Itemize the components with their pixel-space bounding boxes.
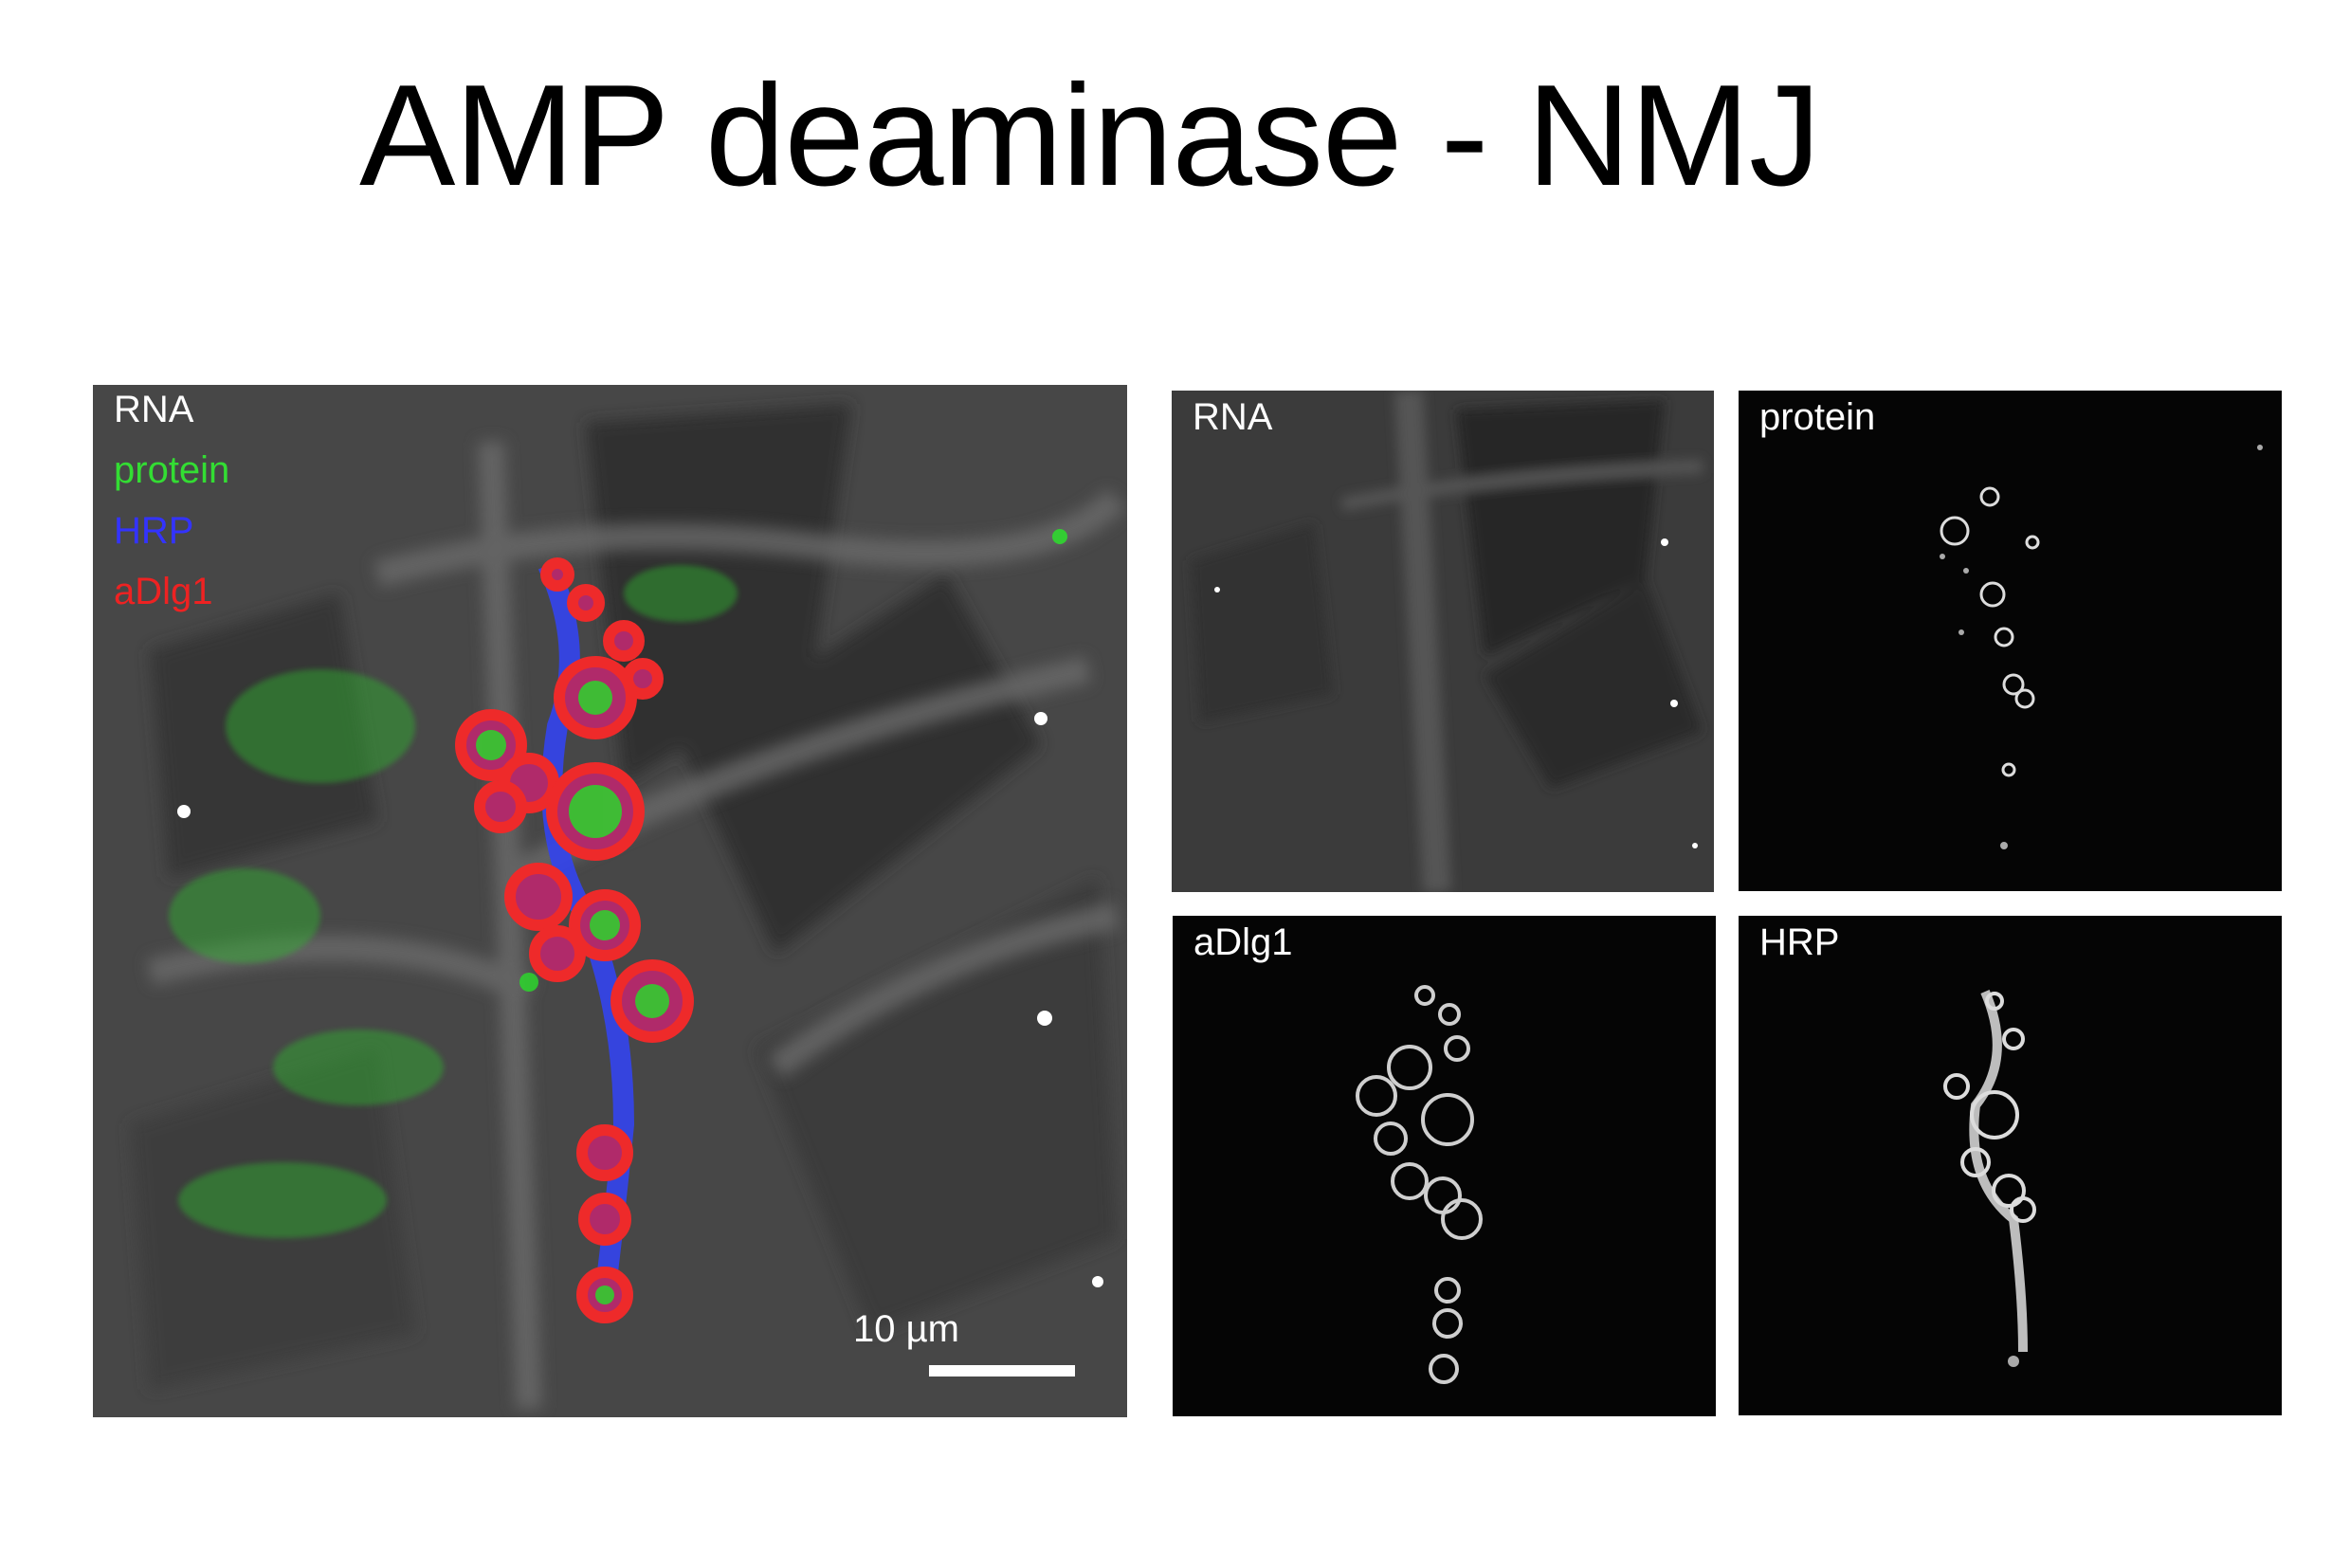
label-protein: protein (1759, 396, 1876, 438)
legend-adlg1: aDlg1 (114, 571, 213, 612)
adlg1-channel-panel: aDlg1 (1173, 916, 1716, 1416)
label-adlg1: aDlg1 (1193, 921, 1293, 963)
hrp-channel-panel: HRP (1739, 916, 2282, 1415)
label-hrp: HRP (1759, 921, 1840, 963)
scale-bar (929, 1365, 1075, 1377)
legend-protein: protein (114, 449, 230, 491)
slide-title: AMP deaminase - NMJ (359, 55, 1821, 216)
merged-micrograph: RNA protein HRP aDlg1 (93, 385, 1127, 1417)
legend-rna: RNA (114, 389, 194, 430)
label-rna: RNA (1193, 396, 1273, 438)
protein-channel-panel: protein (1739, 391, 2282, 891)
rna-channel-panel: RNA (1172, 391, 1714, 892)
scale-bar-label: 10 µm (853, 1308, 959, 1350)
legend-hrp: HRP (114, 510, 194, 552)
